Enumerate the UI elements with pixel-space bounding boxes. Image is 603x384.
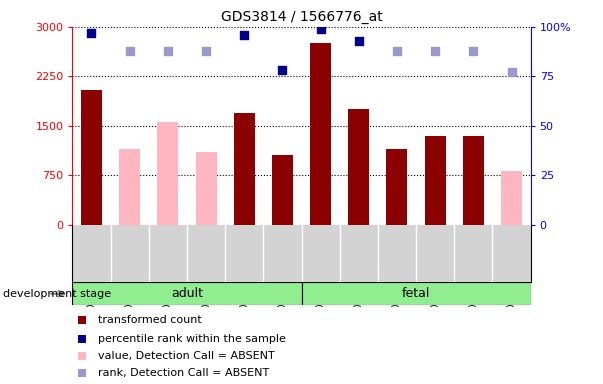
Point [316,26,326,32]
Point [77,317,86,323]
Point [77,353,86,359]
Bar [302,282,531,305]
Bar [463,136,484,225]
Bar [81,89,102,225]
Bar [272,156,293,225]
Point [507,69,516,75]
Bar [349,109,369,225]
Bar [501,170,522,225]
Point [239,32,249,38]
Point [354,38,364,44]
Text: rank, Detection Call = ABSENT: rank, Detection Call = ABSENT [98,368,269,378]
Bar [157,122,178,225]
Point [77,370,86,376]
Point [392,48,402,54]
Bar [310,43,331,225]
Bar [425,136,446,225]
Title: GDS3814 / 1566776_at: GDS3814 / 1566776_at [221,10,382,25]
Point [201,48,211,54]
Bar [234,113,254,225]
Bar [195,152,216,225]
Bar [387,149,408,225]
Text: development stage: development stage [3,289,111,299]
Text: adult: adult [171,287,203,300]
Point [163,48,172,54]
Point [277,67,287,73]
Bar [72,282,302,305]
Text: value, Detection Call = ABSENT: value, Detection Call = ABSENT [98,351,274,361]
Bar [119,149,140,225]
Text: fetal: fetal [402,287,431,300]
Point [87,30,96,36]
Text: percentile rank within the sample: percentile rank within the sample [98,334,285,344]
Point [431,48,440,54]
Point [469,48,478,54]
Point [77,336,86,342]
Point [125,48,134,54]
Text: transformed count: transformed count [98,315,201,325]
